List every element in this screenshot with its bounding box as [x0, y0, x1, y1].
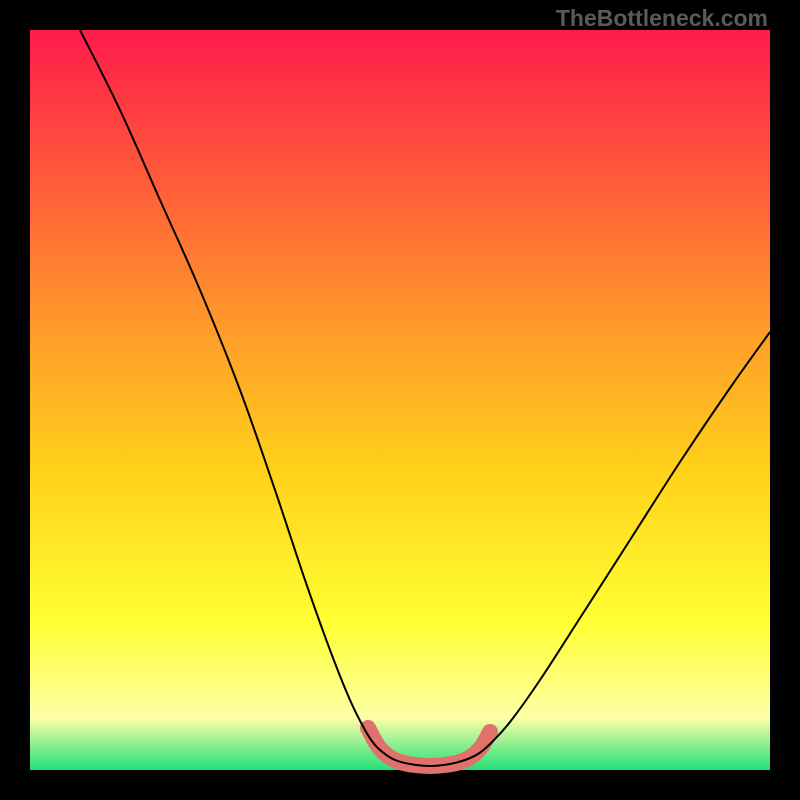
curve-layer: [0, 0, 800, 800]
main-curve: [80, 30, 770, 766]
chart-container: TheBottleneck.com: [0, 0, 800, 800]
watermark-text: TheBottleneck.com: [556, 5, 768, 32]
highlight-curve: [368, 728, 490, 766]
